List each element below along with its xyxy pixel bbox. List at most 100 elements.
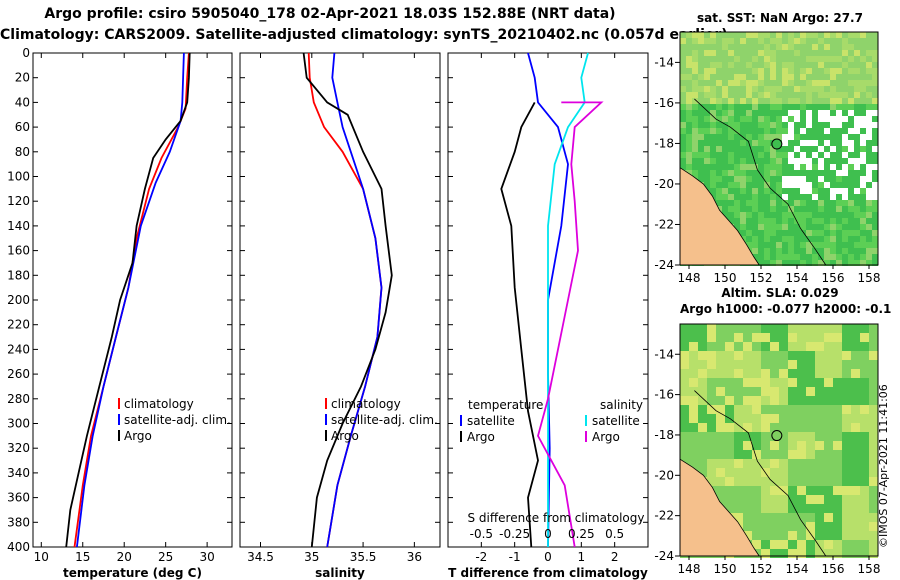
map-cell xyxy=(770,342,779,351)
map-cell xyxy=(704,62,710,68)
map-cell xyxy=(806,212,812,218)
map-cell xyxy=(686,170,692,176)
map-cell xyxy=(716,68,722,74)
map-cell xyxy=(824,324,833,333)
map-cell xyxy=(743,450,752,459)
map-cell xyxy=(815,369,824,378)
map-cell xyxy=(806,486,815,495)
map-cell xyxy=(833,477,842,486)
map-cell xyxy=(848,170,854,176)
map-cell xyxy=(740,230,746,236)
map-cell xyxy=(758,44,764,50)
map-cell xyxy=(848,68,854,74)
map-cell xyxy=(758,248,764,254)
map-cell xyxy=(830,170,836,176)
map-cell xyxy=(758,224,764,230)
map-cell xyxy=(848,176,854,182)
map-cell xyxy=(851,342,860,351)
map-cell xyxy=(842,164,848,170)
map-cell xyxy=(689,405,698,414)
map-cell xyxy=(680,432,689,441)
map-cell xyxy=(686,158,692,164)
map-cell xyxy=(812,176,818,182)
map-cell xyxy=(833,351,842,360)
map-cell xyxy=(830,50,836,56)
map-cell xyxy=(824,486,833,495)
map-cell xyxy=(770,200,776,206)
map-cell xyxy=(797,513,806,522)
map-cell xyxy=(836,212,842,218)
map-cell xyxy=(707,396,716,405)
map-cell xyxy=(800,110,806,116)
map-cell xyxy=(788,387,797,396)
map-cell xyxy=(776,80,782,86)
map-cell xyxy=(854,104,860,110)
map-cell xyxy=(833,423,842,432)
map-cell xyxy=(770,122,776,128)
map-cell xyxy=(824,176,830,182)
map-cell xyxy=(686,32,692,38)
map-cell xyxy=(761,504,770,513)
map-cell xyxy=(851,486,860,495)
map-cell xyxy=(842,468,851,477)
map-cell xyxy=(764,200,770,206)
map-cell xyxy=(779,486,788,495)
map-cell xyxy=(707,342,716,351)
map-cell xyxy=(836,110,842,116)
map-cell xyxy=(704,86,710,92)
map-cell xyxy=(734,128,740,134)
map-cell xyxy=(680,387,689,396)
map-cell xyxy=(743,513,752,522)
map-cell xyxy=(866,32,872,38)
map-cell xyxy=(842,194,848,200)
map-cell xyxy=(842,387,851,396)
map-cell xyxy=(761,405,770,414)
map-cell xyxy=(752,224,758,230)
map-cell xyxy=(794,62,800,68)
map-cell xyxy=(716,74,722,80)
map-cell xyxy=(788,459,797,468)
map-cell xyxy=(725,360,734,369)
map-cell xyxy=(860,194,866,200)
map-cell xyxy=(824,342,833,351)
map-cell xyxy=(800,104,806,110)
map-cell xyxy=(734,450,743,459)
map-cell xyxy=(830,230,836,236)
map-cell xyxy=(815,342,824,351)
map-cell xyxy=(860,224,866,230)
map-cell xyxy=(869,540,878,549)
map-cell xyxy=(770,549,779,558)
map-cell xyxy=(758,218,764,224)
map-cell xyxy=(788,369,797,378)
x-axis-label: T difference from climatology xyxy=(448,566,648,580)
map-cell xyxy=(818,260,824,266)
lon-tick-label: 158 xyxy=(858,271,881,285)
map-cell xyxy=(776,200,782,206)
map-cell xyxy=(869,495,878,504)
map-cell xyxy=(743,342,752,351)
map-cell xyxy=(869,396,878,405)
map-cell xyxy=(746,146,752,152)
map-cell xyxy=(869,360,878,369)
map-cell xyxy=(824,387,833,396)
map-cell xyxy=(812,158,818,164)
map-cell xyxy=(779,405,788,414)
map-cell xyxy=(806,360,815,369)
map-cell xyxy=(812,62,818,68)
map-cell xyxy=(761,387,770,396)
map-cell xyxy=(833,324,842,333)
map-cell xyxy=(725,351,734,360)
map-cell xyxy=(728,104,734,110)
map-cell xyxy=(716,468,725,477)
map-cell xyxy=(869,387,878,396)
map-cell xyxy=(710,116,716,122)
map-cell xyxy=(779,477,788,486)
map-cell xyxy=(872,206,878,212)
map-cell xyxy=(848,128,854,134)
map-cell xyxy=(698,62,704,68)
map-cell xyxy=(815,477,824,486)
map-cell xyxy=(848,86,854,92)
map-cell xyxy=(704,122,710,128)
map-cell xyxy=(743,324,752,333)
map-cell xyxy=(866,260,872,266)
